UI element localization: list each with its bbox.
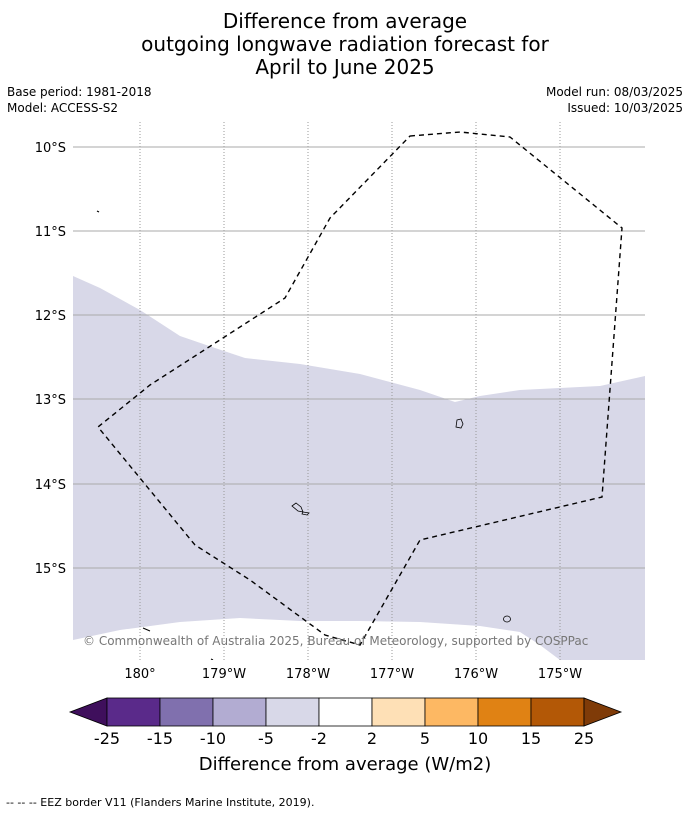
colorbar-bin-8 [477,697,532,727]
model-run: Model run: 08/03/2025 [545,85,683,99]
colorbar-tick-5: -2 [311,729,327,748]
title-line-3: April to June 2025 [255,55,435,79]
issued-date: Issued: 10/03/2025 [567,101,683,115]
lon-label-177w: 177°W [370,667,414,682]
colorbar-bin-9 [530,697,585,727]
lon-label-179w: 179°W [202,667,246,682]
eez-legend: -- -- -- EEZ border V11 (Flanders Marine… [6,796,315,809]
title-line-2: outgoing longwave radiation forecast for [141,32,549,56]
island-south-reef [142,627,151,632]
model-name: Model: ACCESS-S2 [7,101,119,115]
base-period: Base period: 1981-2018 [7,85,152,99]
colorbar-bin-1 [106,697,161,727]
colorbar-bin-4 [265,697,320,727]
island-wallis [455,418,464,429]
colorbar-tick-10: 25 [574,729,594,748]
map-figure: 10°S 11°S 12°S 13°S 14°S 15°S 180° 179°W… [35,122,645,775]
colorbar-tick-3: -10 [200,729,226,748]
lat-label-13s: 13°S [35,393,66,408]
lon-label-175w: 175°W [538,667,582,682]
island-futuna [291,502,304,513]
lat-label-10s: 10°S [35,141,66,156]
map-area [73,122,645,660]
island-small-east [503,615,511,623]
colorbar-tick-6: 2 [367,729,377,748]
colorbar-bin-6 [371,697,426,727]
anomaly-region [73,276,645,660]
colorbar-bin-5 [318,697,373,727]
colorbar-tick-1: -25 [94,729,120,748]
island-northwest [96,210,100,213]
colorbar-bin-7 [424,697,479,727]
lon-label-176w: 176°W [454,667,498,682]
title-line-1: Difference from average [222,9,468,33]
copyright-notice: © Commonwealth of Australia 2025, Bureau… [83,634,588,648]
colorbar-tick-9: 15 [521,729,541,748]
lat-label-12s: 12°S [35,309,66,324]
colorbar-label: Difference from average (W/m2) [199,754,491,775]
colorbar-tick-7: 5 [420,729,430,748]
colorbar-max-arrow [583,697,623,727]
lat-label-14s: 14°S [35,478,66,493]
colorbar-bin-2 [159,697,214,727]
colorbar-tick-4: -5 [258,729,274,748]
colorbar-min-arrow [68,697,108,727]
colorbar [68,697,623,727]
island-alofi [301,511,310,516]
lon-label-180: 180° [124,667,155,682]
lon-label-178w: 178°W [286,667,330,682]
colorbar-tick-8: 10 [468,729,488,748]
lat-label-11s: 11°S [35,225,66,240]
colorbar-bin-3 [212,697,267,727]
colorbar-tick-2: -15 [147,729,173,748]
eez-border [97,131,623,646]
island-bottom [210,658,214,660]
lat-label-15s: 15°S [35,562,66,577]
